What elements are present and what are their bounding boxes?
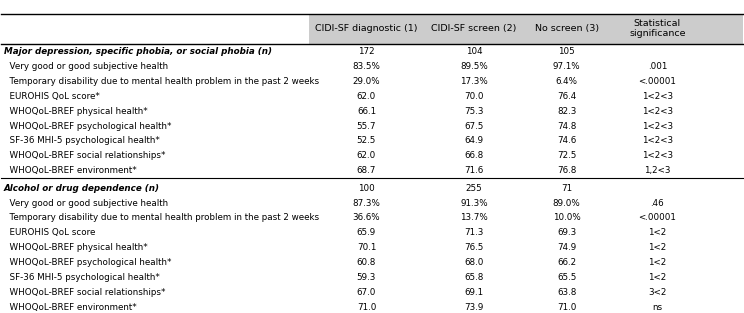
Text: WHOQoL-BREF physical health*: WHOQoL-BREF physical health*: [4, 243, 147, 252]
Text: 1<2: 1<2: [648, 273, 667, 282]
Text: WHOQoL-BREF social relationships*: WHOQoL-BREF social relationships*: [4, 151, 165, 160]
Text: 70.1: 70.1: [357, 243, 376, 252]
Text: 97.1%: 97.1%: [553, 62, 580, 71]
Text: 63.8: 63.8: [557, 288, 577, 297]
Text: .001: .001: [648, 62, 667, 71]
Text: 87.3%: 87.3%: [353, 198, 380, 208]
Text: 65.5: 65.5: [557, 273, 577, 282]
Text: 74.9: 74.9: [557, 243, 576, 252]
Text: EUROHIS QoL score: EUROHIS QoL score: [4, 228, 95, 237]
Text: WHOQoL-BREF social relationships*: WHOQoL-BREF social relationships*: [4, 288, 165, 297]
Text: 76.4: 76.4: [557, 92, 576, 101]
Text: 62.0: 62.0: [357, 151, 376, 160]
Text: 62.0: 62.0: [357, 92, 376, 101]
Text: 6.4%: 6.4%: [556, 77, 577, 86]
Text: SF-36 MHI-5 psychological health*: SF-36 MHI-5 psychological health*: [4, 273, 159, 282]
Text: 66.8: 66.8: [464, 151, 484, 160]
Text: 59.3: 59.3: [357, 273, 376, 282]
Text: 13.7%: 13.7%: [460, 213, 488, 223]
Text: EUROHIS QoL score*: EUROHIS QoL score*: [4, 92, 100, 101]
Text: 65.8: 65.8: [464, 273, 484, 282]
Text: 1<2<3: 1<2<3: [642, 151, 673, 160]
Text: WHOQoL-BREF psychological health*: WHOQoL-BREF psychological health*: [4, 258, 171, 267]
Text: 82.3: 82.3: [557, 107, 577, 115]
Text: 1,2<3: 1,2<3: [644, 166, 670, 175]
Text: 1<2: 1<2: [648, 258, 667, 267]
Text: WHOQoL-BREF psychological health*: WHOQoL-BREF psychological health*: [4, 121, 171, 131]
Text: Temporary disability due to mental health problem in the past 2 weeks: Temporary disability due to mental healt…: [4, 77, 318, 86]
Text: 73.9: 73.9: [464, 303, 484, 312]
Text: 29.0%: 29.0%: [353, 77, 380, 86]
Text: 91.3%: 91.3%: [460, 198, 488, 208]
Text: 89.5%: 89.5%: [460, 62, 488, 71]
Text: 71.3: 71.3: [464, 228, 484, 237]
Text: WHOQoL-BREF environment*: WHOQoL-BREF environment*: [4, 303, 136, 312]
Text: <.00001: <.00001: [638, 77, 676, 86]
Text: 1<2<3: 1<2<3: [642, 121, 673, 131]
Text: Alcohol or drug dependence (n): Alcohol or drug dependence (n): [4, 184, 160, 192]
Text: CIDI-SF screen (2): CIDI-SF screen (2): [432, 24, 516, 33]
Text: 74.8: 74.8: [557, 121, 577, 131]
Text: 1<2<3: 1<2<3: [642, 92, 673, 101]
Text: 55.7: 55.7: [356, 121, 376, 131]
Text: Very good or good subjective health: Very good or good subjective health: [4, 198, 167, 208]
Text: 60.8: 60.8: [357, 258, 376, 267]
Text: 72.5: 72.5: [557, 151, 577, 160]
Text: 71.0: 71.0: [357, 303, 376, 312]
Text: 67.5: 67.5: [464, 121, 484, 131]
Text: 66.2: 66.2: [557, 258, 576, 267]
Text: <.00001: <.00001: [638, 213, 676, 223]
Text: 65.9: 65.9: [357, 228, 376, 237]
Text: 1<2<3: 1<2<3: [642, 136, 673, 146]
Text: 3<2: 3<2: [648, 288, 667, 297]
Text: 66.1: 66.1: [357, 107, 376, 115]
Text: 67.0: 67.0: [357, 288, 376, 297]
Text: 75.3: 75.3: [464, 107, 484, 115]
Text: 71.0: 71.0: [557, 303, 577, 312]
Text: Very good or good subjective health: Very good or good subjective health: [4, 62, 167, 71]
Text: 1<2<3: 1<2<3: [642, 107, 673, 115]
Text: .46: .46: [650, 198, 664, 208]
Text: 68.7: 68.7: [357, 166, 376, 175]
Text: CIDI-SF diagnostic (1): CIDI-SF diagnostic (1): [315, 24, 417, 33]
Text: 17.3%: 17.3%: [460, 77, 488, 86]
Text: 76.5: 76.5: [464, 243, 484, 252]
Text: Temporary disability due to mental health problem in the past 2 weeks: Temporary disability due to mental healt…: [4, 213, 318, 223]
Text: 52.5: 52.5: [357, 136, 376, 146]
Text: 71.6: 71.6: [464, 166, 484, 175]
Text: 105: 105: [558, 47, 575, 56]
Text: Statistical
significance: Statistical significance: [629, 19, 686, 38]
Text: WHOQoL-BREF physical health*: WHOQoL-BREF physical health*: [4, 107, 147, 115]
Text: WHOQoL-BREF environment*: WHOQoL-BREF environment*: [4, 166, 136, 175]
Text: 255: 255: [466, 184, 482, 192]
Bar: [309, 13, 743, 44]
Text: 74.6: 74.6: [557, 136, 576, 146]
Text: 76.8: 76.8: [557, 166, 577, 175]
Text: SF-36 MHI-5 psychological health*: SF-36 MHI-5 psychological health*: [4, 136, 159, 146]
Text: 1<2: 1<2: [648, 243, 667, 252]
Text: 64.9: 64.9: [464, 136, 484, 146]
Text: No screen (3): No screen (3): [534, 24, 599, 33]
Text: 172: 172: [358, 47, 375, 56]
Text: 36.6%: 36.6%: [353, 213, 380, 223]
Text: 1<2: 1<2: [648, 228, 667, 237]
Text: 100: 100: [358, 184, 375, 192]
Text: 70.0: 70.0: [464, 92, 484, 101]
Text: Major depression, specific phobia, or social phobia (n): Major depression, specific phobia, or so…: [4, 47, 272, 56]
Text: 69.1: 69.1: [464, 288, 484, 297]
Text: 83.5%: 83.5%: [353, 62, 380, 71]
Text: ns: ns: [652, 303, 662, 312]
Text: 104: 104: [466, 47, 482, 56]
Text: 68.0: 68.0: [464, 258, 484, 267]
Text: 89.0%: 89.0%: [553, 198, 580, 208]
Text: 71: 71: [561, 184, 572, 192]
Text: 69.3: 69.3: [557, 228, 576, 237]
Text: 10.0%: 10.0%: [553, 213, 580, 223]
